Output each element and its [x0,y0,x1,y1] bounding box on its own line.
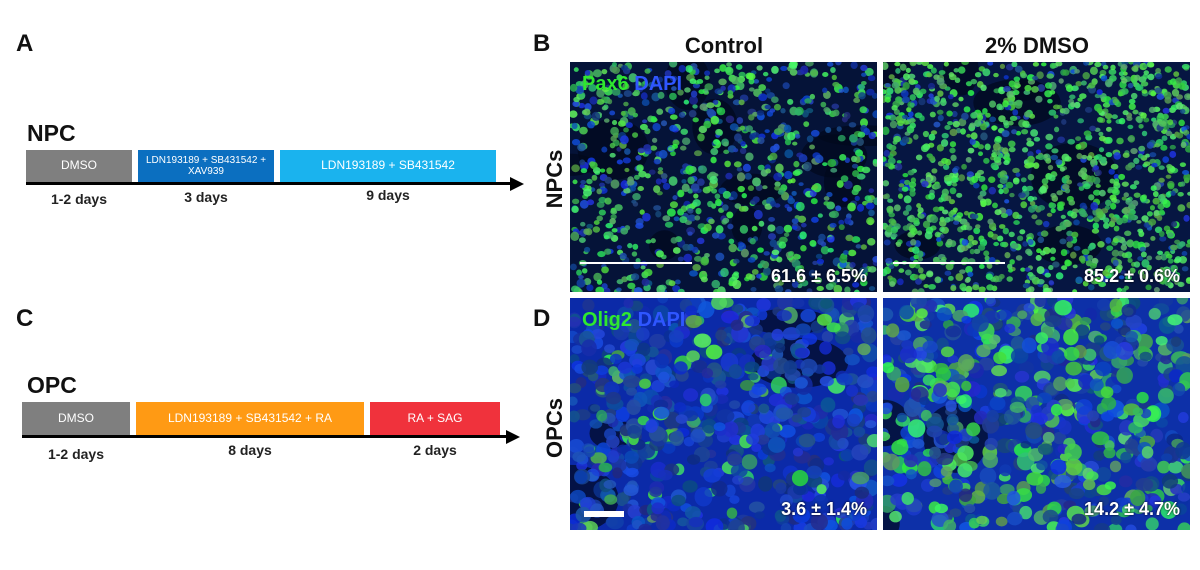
panel-label-d: D [533,305,551,332]
row-header-npcs: NPCs [542,149,567,209]
npc-dmso-percentage: 85.2 ± 0.6% [1084,266,1180,286]
opc-timeline-axis [22,435,508,438]
opc-protocol-title: OPC [27,372,77,398]
panel-label-c: C [16,305,34,332]
npc-timeline-axis [26,182,512,185]
column-header-dmso: 2% DMSO [985,33,1089,58]
opc-stage-ra-sag: RA + SAG [370,402,500,435]
npc-stage-dmso: DMSO [26,150,132,182]
npc-stain-legend: Pax6 DAPI [582,73,682,96]
column-header-control: Control [684,33,764,58]
dapi-label-opc: DAPI [637,309,686,331]
opc-dmso-percentage: 14.2 ± 4.7% [1084,499,1180,519]
panel-label-b: B [533,30,551,57]
micrograph-npc-dmso [883,62,1190,292]
scale-bar-opc [584,511,624,517]
olig2-label: Olig2 [582,309,633,331]
opc-stain-legend: Olig2 DAPI [582,309,685,332]
pax6-label: Pax6 [582,73,629,95]
npc-duration-3: 9 days [366,187,410,203]
opc-timeline-arrowhead [506,430,520,444]
npc-stage-ldn-sb-xav: LDN193189 + SB431542 + XAV939 [138,150,274,182]
micrograph-opc-control [570,298,877,530]
micrograph-opc-dmso [883,298,1190,530]
npc-timeline-arrowhead [510,177,524,191]
micrograph-npc-control [570,62,877,292]
npc-duration-1: 1-2 days [50,191,108,207]
opc-control-percentage: 3.6 ± 1.4% [781,499,867,519]
dapi-label-npc: DAPI [634,73,683,95]
opc-duration-1: 1-2 days [47,446,105,462]
opc-stage-dmso: DMSO [22,402,130,435]
opc-stage-ldn-sb-ra: LDN193189 + SB431542 + RA [136,402,364,435]
row-header-opcs: OPCs [542,398,567,458]
npc-duration-2: 3 days [184,189,228,205]
scale-bar-npc-dmso [893,262,1005,264]
opc-duration-2: 8 days [228,442,272,458]
npc-control-percentage: 61.6 ± 6.5% [771,266,867,286]
npc-protocol-title: NPC [27,120,76,146]
scale-bar-npc-control [580,262,692,264]
opc-duration-3: 2 days [413,442,457,458]
npc-stage-ldn-sb: LDN193189 + SB431542 [280,150,496,182]
panel-label-a: A [16,30,34,57]
